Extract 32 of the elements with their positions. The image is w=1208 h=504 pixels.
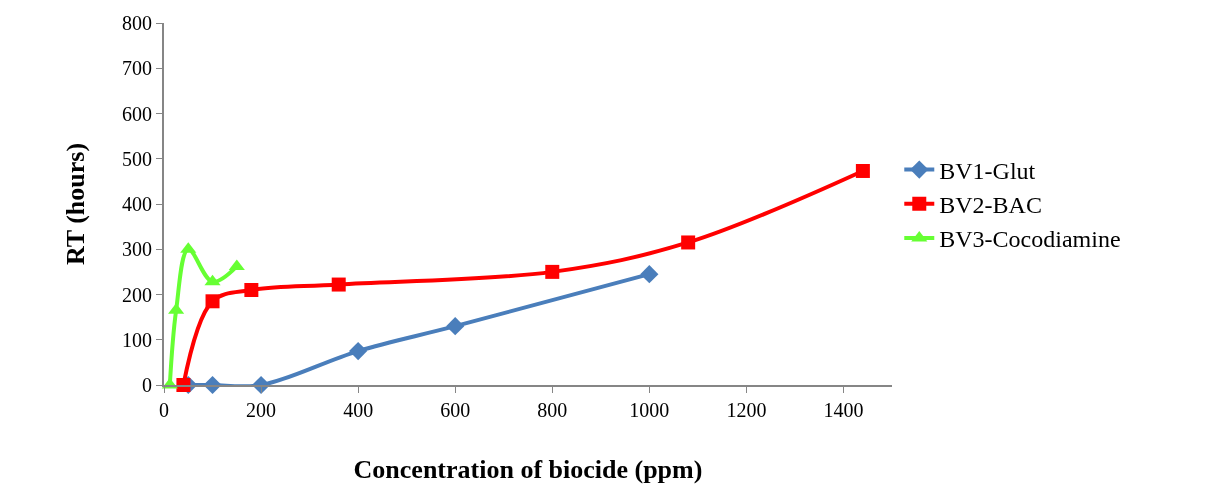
x-axis-title: Concentration of biocide (ppm) bbox=[353, 455, 703, 485]
legend-label: BV1-Glut bbox=[939, 157, 1036, 184]
legend-label: BV3-Cocodiamine bbox=[939, 226, 1121, 253]
x-tick-label: 600 bbox=[440, 399, 471, 421]
x-tick-label: 0 bbox=[159, 399, 169, 421]
point bbox=[446, 317, 465, 336]
x-tick-label: 400 bbox=[343, 399, 374, 421]
point bbox=[545, 264, 560, 279]
x-tick-label: 200 bbox=[246, 399, 277, 421]
point bbox=[244, 282, 259, 297]
y-tick-label: 800 bbox=[122, 12, 152, 34]
point bbox=[855, 163, 870, 178]
y-tick-label: 500 bbox=[122, 147, 152, 170]
y-tick-label: 100 bbox=[122, 328, 152, 351]
y-tick-label: 200 bbox=[122, 283, 152, 306]
y-axis-title: RT (hours) bbox=[60, 142, 90, 266]
point bbox=[349, 341, 368, 361]
x-tick-label: 800 bbox=[537, 399, 568, 421]
y-tick-label: 600 bbox=[122, 102, 152, 125]
point bbox=[640, 265, 659, 284]
point bbox=[204, 274, 221, 286]
point bbox=[681, 235, 696, 250]
x-tick-label: 1400 bbox=[823, 399, 864, 421]
point bbox=[331, 277, 346, 292]
y-tick-label: 0 bbox=[142, 374, 152, 396]
y-tick-label: 300 bbox=[122, 238, 152, 261]
x-tick-label: 1000 bbox=[629, 399, 670, 421]
point bbox=[205, 294, 220, 309]
legend-label: BV2-BAC bbox=[939, 192, 1042, 219]
y-tick-label: 400 bbox=[122, 193, 152, 215]
x-tick-label: 1200 bbox=[726, 399, 767, 421]
y-tick-label: 700 bbox=[122, 57, 152, 80]
